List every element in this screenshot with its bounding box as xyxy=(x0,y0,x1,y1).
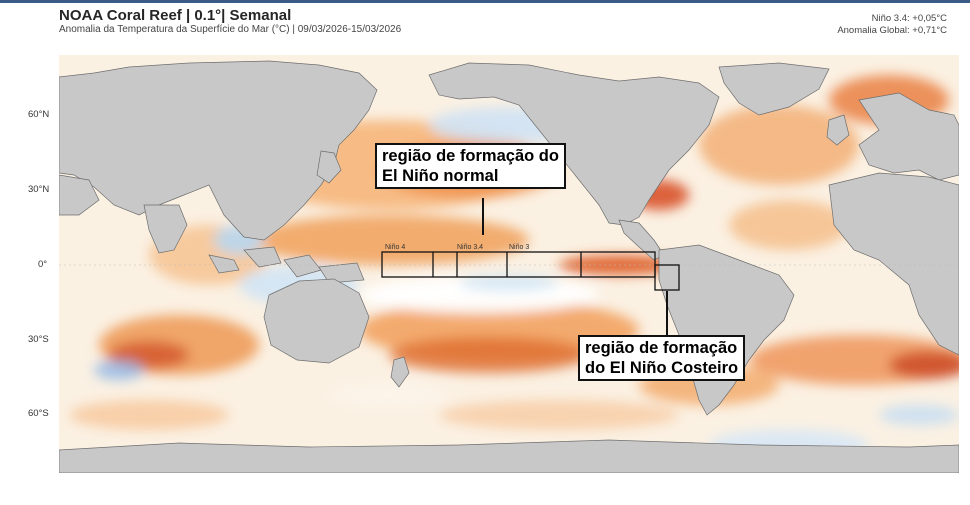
nino4-label: Niño 4 xyxy=(385,244,405,251)
map-graphic: Niño 4 Niño 3.4 Niño 3 xyxy=(59,55,959,473)
annotation-coastal-line1: região de formação xyxy=(585,339,738,357)
nino-region-boxes xyxy=(381,251,680,291)
global-anomaly-value: Anomalia Global: +0,71°C xyxy=(837,25,947,36)
annotation-el-nino-costeiro: região de formação do El Niño Costeiro xyxy=(578,335,746,381)
annotation-coastal-line2: do El Niño Costeiro xyxy=(585,359,739,377)
nino34-label: Niño 3.4 xyxy=(457,244,483,251)
nino3-label: Niño 3 xyxy=(509,244,529,251)
nino34-value: Niño 3.4: +0,05°C xyxy=(871,13,947,24)
lat-label-60n: 60°N xyxy=(28,109,50,120)
lat-label-30s: 30°S xyxy=(28,334,49,345)
page-subtitle: Anomalia da Temperatura da Superfície do… xyxy=(59,24,402,35)
lat-label-30n: 30°N xyxy=(28,184,50,195)
nino12-box xyxy=(654,264,680,291)
annotation-el-nino-normal: região de formação do El Niño normal xyxy=(375,143,566,189)
page-title: NOAA Coral Reef | 0.1°| Semanal xyxy=(59,7,292,24)
sst-anomaly-map: Niño 4 Niño 3.4 Niño 3 xyxy=(59,55,959,473)
lat-label-60s: 60°S xyxy=(28,408,49,419)
annotation-normal-line1: região de formação do xyxy=(382,147,559,165)
land-masses xyxy=(59,60,959,473)
lat-label-equator: 0° xyxy=(38,259,48,270)
top-border xyxy=(0,0,970,3)
annotation-normal-line2: El Niño normal xyxy=(382,167,499,185)
